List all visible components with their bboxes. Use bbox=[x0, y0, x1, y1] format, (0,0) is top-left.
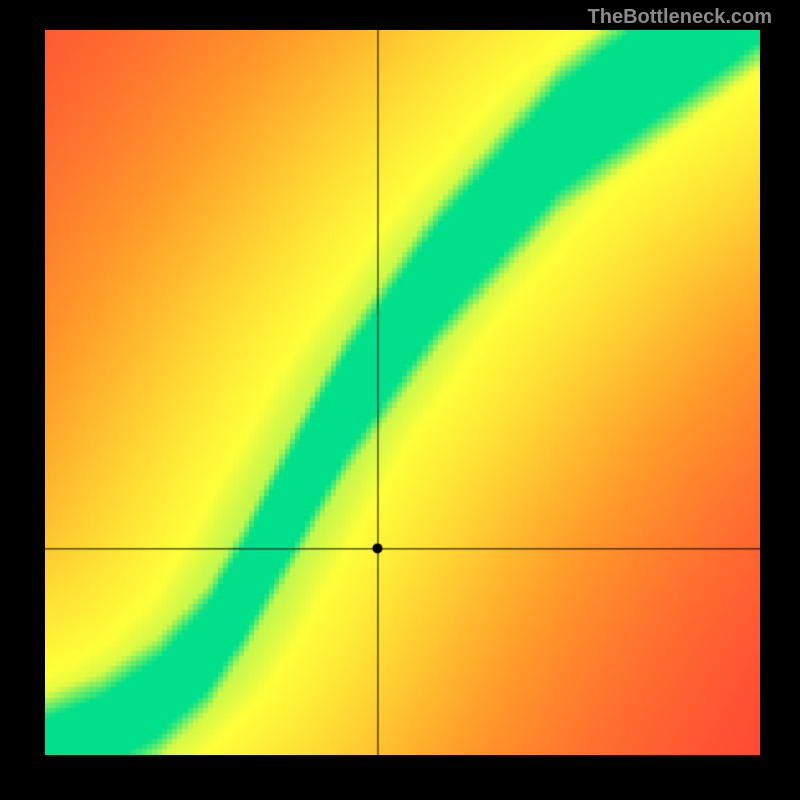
chart-container: { "watermark": { "text": "TheBottleneck.… bbox=[0, 0, 800, 800]
heatmap-canvas bbox=[45, 30, 760, 755]
heatmap-plot bbox=[45, 30, 760, 755]
watermark-text: TheBottleneck.com bbox=[588, 6, 772, 29]
